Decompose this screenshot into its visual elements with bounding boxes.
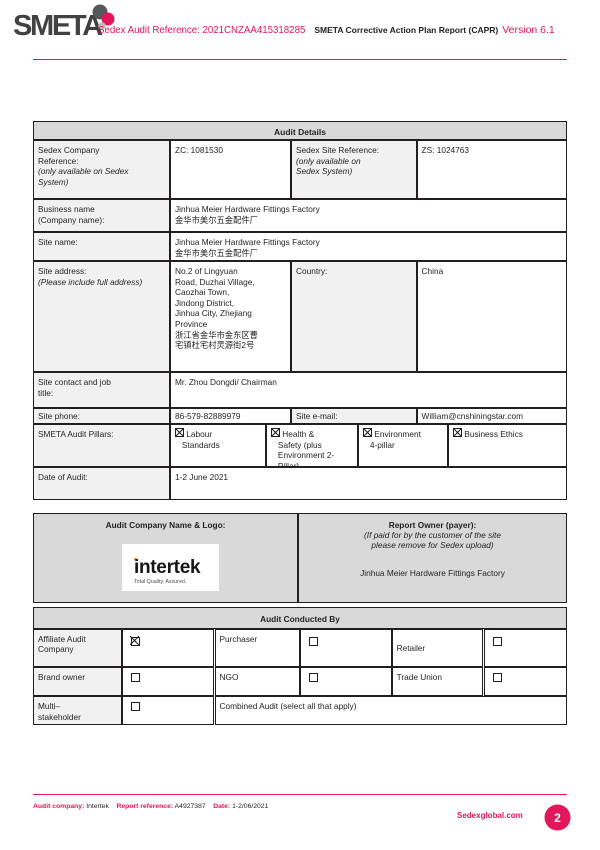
svg-text:2: 2 (554, 811, 561, 825)
svg-text:intertek: intertek (134, 557, 201, 578)
svg-text:Total Quality. Assured.: Total Quality. Assured. (134, 579, 186, 585)
